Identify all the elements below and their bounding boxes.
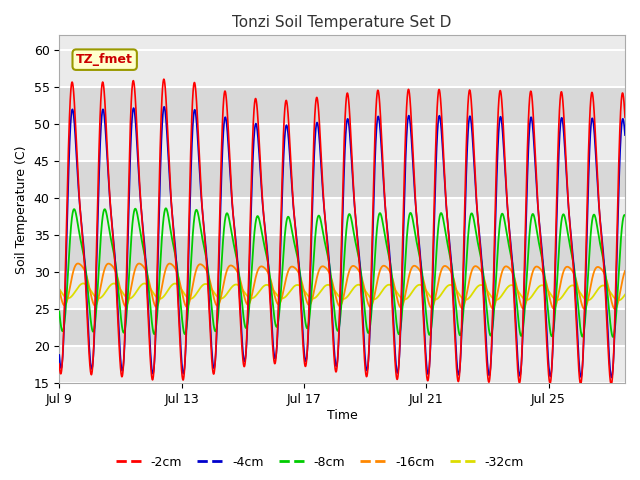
X-axis label: Time: Time xyxy=(327,409,358,422)
Bar xyxy=(60,124,625,161)
Bar xyxy=(60,161,625,198)
Legend: -2cm, -4cm, -8cm, -16cm, -32cm: -2cm, -4cm, -8cm, -16cm, -32cm xyxy=(111,451,529,474)
Bar xyxy=(60,50,625,87)
Bar xyxy=(60,87,625,124)
Bar xyxy=(60,272,625,309)
Bar xyxy=(60,235,625,272)
Y-axis label: Soil Temperature (C): Soil Temperature (C) xyxy=(15,145,28,274)
Text: TZ_fmet: TZ_fmet xyxy=(76,53,133,66)
Bar xyxy=(60,198,625,235)
Bar xyxy=(60,309,625,346)
Title: Tonzi Soil Temperature Set D: Tonzi Soil Temperature Set D xyxy=(232,15,452,30)
Bar xyxy=(60,346,625,384)
